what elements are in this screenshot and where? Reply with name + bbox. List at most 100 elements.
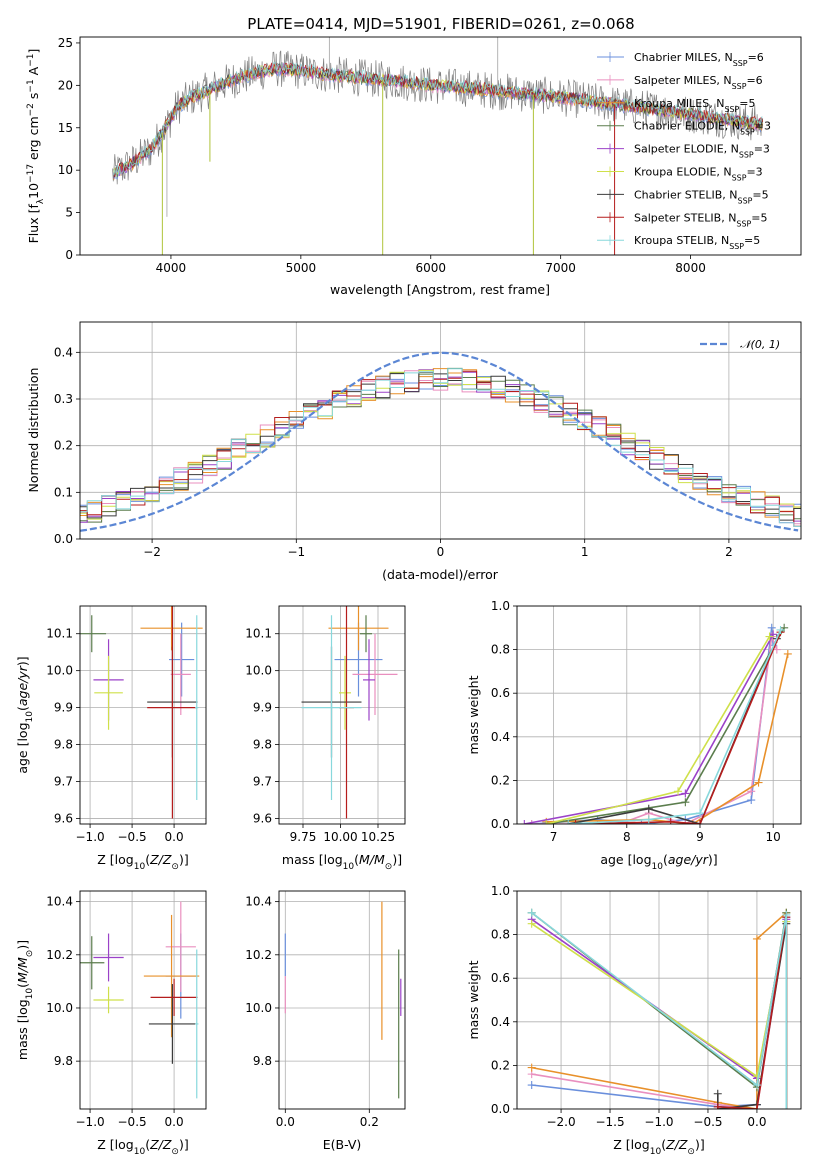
mass-vs-ebv-ytick-label: 9.8 bbox=[253, 1054, 272, 1068]
weight-vs-age-marker bbox=[666, 817, 675, 824]
weight-vs-age-marker bbox=[681, 789, 690, 798]
spectrum-xtick-label: 7000 bbox=[545, 261, 576, 275]
residuals-xlabel: (data-model)/error bbox=[382, 567, 499, 582]
legend-entry: 𝒩(0, 1) bbox=[740, 338, 780, 351]
legend-entry: Kroupa STELIB, NSSP=5 bbox=[634, 234, 760, 251]
weight-vs-age-xtick-label: 8 bbox=[623, 830, 631, 844]
residual-hist-6 bbox=[80, 371, 801, 521]
spectrum-xtick-label: 8000 bbox=[675, 261, 706, 275]
spectrum-ytick-label: 10 bbox=[58, 163, 73, 177]
legend-entry: Chabrier MILES, NSSP=6 bbox=[634, 51, 764, 68]
weight-vs-age-marker bbox=[783, 649, 792, 658]
residual-hist-1 bbox=[80, 370, 801, 525]
residual-hist-2 bbox=[80, 368, 801, 518]
weight-vs-age-marker bbox=[564, 820, 573, 824]
mass-vs-Z-xtick-label: 0.0 bbox=[165, 1115, 184, 1129]
spectrum-xtick-label: 4000 bbox=[156, 261, 187, 275]
age-vs-Z-frame bbox=[79, 605, 207, 825]
spectrum-ytick-label: 0 bbox=[65, 248, 73, 262]
mass-vs-Z-xtick-label: −1.0 bbox=[76, 1115, 105, 1129]
weight-vs-Z-ytick-label: 1.0 bbox=[491, 884, 510, 898]
residuals-ytick-label: 0.0 bbox=[54, 532, 73, 546]
weight-vs-Z-series-8 bbox=[531, 912, 788, 1109]
age-vs-mass-ytick-label: 9.6 bbox=[253, 811, 272, 825]
legend-entry: Salpeter MILES, NSSP=6 bbox=[634, 74, 763, 91]
residuals-legend: 𝒩(0, 1) bbox=[700, 338, 780, 351]
mass-vs-Z-ytick-label: 9.8 bbox=[54, 1054, 73, 1068]
weight-vs-Z-series-7 bbox=[717, 917, 788, 1109]
legend-entry: Kroupa ELODIE, NSSP=3 bbox=[634, 166, 763, 183]
age-vs-mass-axes: 9.75 10.00 10.25 9.6 9.7 9.8 9.9 10.0 10.1 bbox=[245, 605, 406, 844]
residuals-ylabel: Normed distribution bbox=[26, 368, 41, 493]
spectrum-xtick-label: 6000 bbox=[415, 261, 446, 275]
age-vs-mass-ytick-label: 9.9 bbox=[253, 701, 272, 715]
age-vs-mass-plot-area bbox=[279, 606, 405, 824]
mass-vs-Z-ytick-label: 10.0 bbox=[46, 1001, 73, 1015]
weight-vs-age-xlabel: age [log10(age/yr)] bbox=[600, 852, 717, 872]
age-vs-Z-ytick-label: 9.6 bbox=[54, 811, 73, 825]
weight-vs-age-marker bbox=[695, 820, 704, 824]
spectrum-plot-area bbox=[112, 37, 764, 255]
weight-vs-Z-xtick-label: −0.5 bbox=[693, 1115, 722, 1129]
weight-vs-Z-marker bbox=[527, 919, 536, 928]
residuals-ytick-label: 0.1 bbox=[54, 485, 73, 499]
weight-vs-Z-ytick-label: 0.8 bbox=[491, 928, 510, 942]
mass-vs-Z-xtick-label: −0.5 bbox=[118, 1115, 147, 1129]
weight-vs-age-series-8 bbox=[568, 629, 782, 824]
spectrum-ytick-label: 20 bbox=[58, 78, 73, 92]
weight-vs-age-xtick-label: 7 bbox=[550, 830, 558, 844]
mass-vs-Z-ytick-label: 10.4 bbox=[46, 895, 73, 909]
weight-vs-Z-marker bbox=[527, 1081, 536, 1090]
weight-vs-Z-marker bbox=[782, 1105, 791, 1109]
age-vs-mass-ytick-label: 10.0 bbox=[245, 664, 272, 678]
age-vs-mass-frame bbox=[278, 605, 406, 825]
weight-vs-Z-marker bbox=[752, 1072, 761, 1081]
weight-vs-Z-xtick-label: −1.0 bbox=[644, 1115, 673, 1129]
weight-vs-age-series-7 bbox=[575, 631, 782, 824]
mass-vs-Z-plot-area bbox=[80, 891, 206, 1109]
age-vs-Z-plot-area bbox=[80, 606, 206, 824]
residuals-axes: −2 −1 0 1 2 0.0 0.1 0.2 0.3 0.4 bbox=[54, 321, 802, 559]
weight-vs-Z-ylabel: mass weight bbox=[466, 960, 481, 1039]
age-vs-Z-xtick-label: 0.0 bbox=[165, 830, 184, 844]
weight-vs-age-marker bbox=[644, 815, 653, 824]
weight-vs-age-marker bbox=[776, 625, 785, 634]
weight-vs-age-marker bbox=[637, 820, 646, 824]
weight-vs-age-ytick-label: 0.6 bbox=[491, 686, 510, 700]
age-vs-Z-axes: −1.0 −0.5 0.0 9.6 9.7 9.8 9.9 10.0 10.1 bbox=[46, 605, 207, 844]
age-vs-mass-ytick-label: 9.7 bbox=[253, 775, 272, 789]
weight-vs-age-marker bbox=[772, 645, 781, 654]
residuals-xtick-label: −2 bbox=[143, 545, 161, 559]
weight-vs-Z-frame bbox=[516, 890, 802, 1110]
weight-vs-age-marker bbox=[644, 804, 653, 813]
residuals-ytick-label: 0.2 bbox=[54, 439, 73, 453]
residuals-plot-area bbox=[80, 322, 801, 539]
weight-vs-age-ytick-label: 0.0 bbox=[491, 817, 510, 831]
age-vs-Z-ytick-label: 10.1 bbox=[46, 627, 73, 641]
mass-vs-ebv-frame bbox=[278, 890, 406, 1110]
mass-vs-Z-ytick-label: 10.2 bbox=[46, 948, 73, 962]
residuals-ytick-label: 0.3 bbox=[54, 392, 73, 406]
age-vs-mass-ytick-label: 10.1 bbox=[245, 627, 272, 641]
mass-vs-ebv-ytick-label: 10.4 bbox=[245, 895, 272, 909]
mass-vs-Z-frame bbox=[79, 890, 207, 1110]
residuals-xtick-label: 0 bbox=[437, 545, 445, 559]
legend-entry: Salpeter STELIB, NSSP=5 bbox=[634, 211, 767, 228]
weight-vs-age-axes: 7 8 9 10 0.0 0.2 0.4 0.6 0.8 1.0 bbox=[491, 599, 802, 844]
age-vs-Z-ylabel: age [log10(age/yr)] bbox=[15, 656, 35, 773]
weight-vs-Z-xtick-label: 0.0 bbox=[747, 1115, 766, 1129]
mass-vs-ebv-ytick-label: 10.2 bbox=[245, 948, 272, 962]
age-vs-Z-xtick-label: −0.5 bbox=[118, 830, 147, 844]
weight-vs-age-marker bbox=[695, 809, 704, 818]
weight-vs-age-marker bbox=[767, 623, 776, 632]
weight-vs-age-marker bbox=[681, 820, 690, 824]
age-vs-Z-xtick-label: −1.0 bbox=[76, 830, 105, 844]
legend-entry: Kroupa MILES, NSSP=5 bbox=[634, 97, 755, 114]
spectrum-ylabel: Flux [fλ10−17 erg cm−2 s−1 A−1] bbox=[26, 49, 46, 244]
spectrum-model-8 bbox=[113, 61, 763, 176]
weight-vs-age-ytick-label: 0.4 bbox=[491, 730, 510, 744]
weight-vs-Z-ytick-label: 0.0 bbox=[491, 1102, 510, 1116]
weight-vs-age-marker bbox=[780, 623, 789, 632]
weight-vs-age-series-0 bbox=[531, 627, 774, 824]
residual-hist-3 bbox=[80, 367, 801, 523]
